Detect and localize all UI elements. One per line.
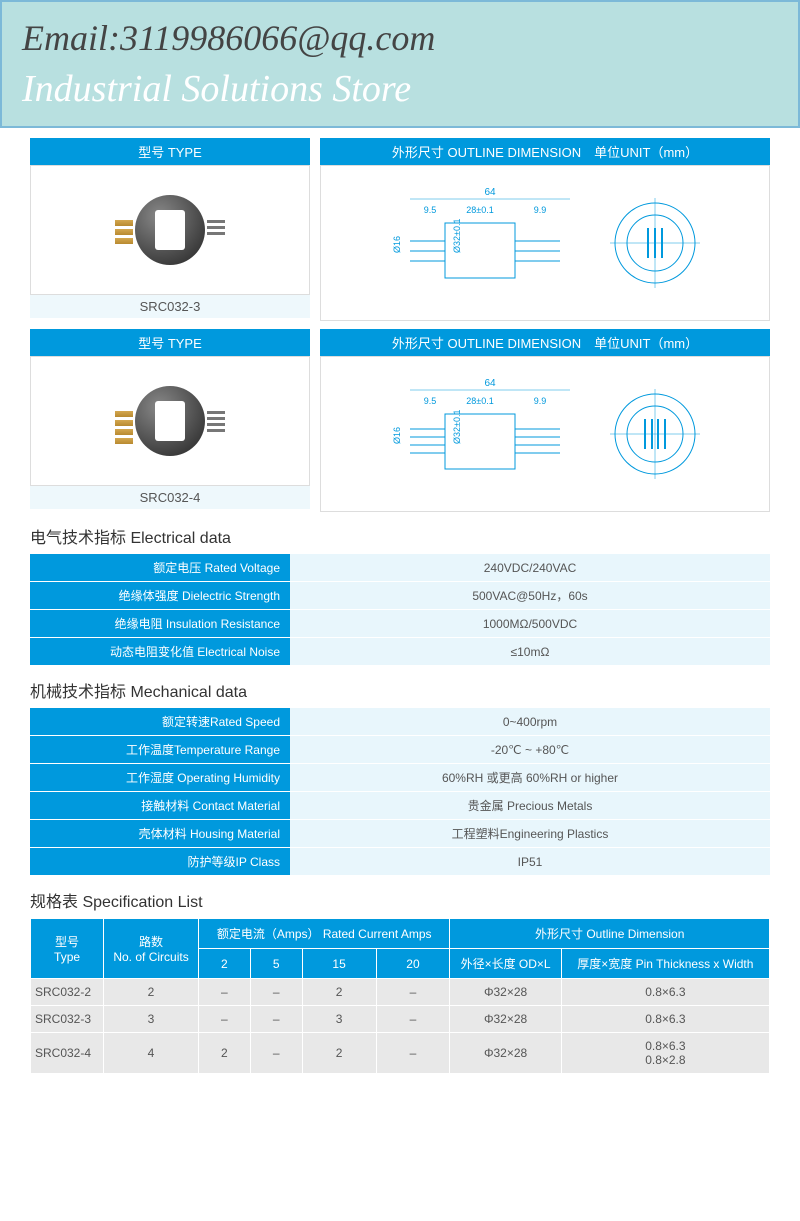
banner-email: Email:3119986066@qq.com — [22, 17, 778, 59]
product-model-2: SRC032-4 — [30, 486, 310, 509]
product-row-1: 型号 TYPE SRC032-3 外形尺寸 OUTLINE DIMENSION … — [30, 138, 770, 321]
table-row: 防护等级IP ClassIP51 — [30, 848, 770, 876]
dim-total: 64 — [484, 187, 496, 198]
spec-th-dim: 外形尺寸 Outline Dimension — [450, 919, 770, 949]
svg-text:28±0.1: 28±0.1 — [466, 205, 493, 215]
content: 型号 TYPE SRC032-3 外形尺寸 OUTLINE DIMENSION … — [0, 128, 800, 1084]
spec-row: SRC032-4 4 2–2– Φ32×280.8×6.3 0.8×2.8 — [31, 1033, 770, 1074]
banner-store: Industrial Solutions Store — [22, 67, 778, 111]
svg-text:Ø16: Ø16 — [392, 427, 402, 444]
spec-table: 型号 Type 路数 No. of Circuits 额定电流（Amps） Ra… — [30, 918, 770, 1074]
table-row: 绝缘体强度 Dielectric Strength500VAC@50Hz，60s — [30, 582, 770, 610]
table-row: 壳体材料 Housing Material工程塑料Engineering Pla… — [30, 820, 770, 848]
table-row: 接触材料 Contact Material贵金属 Precious Metals — [30, 792, 770, 820]
svg-text:9.5: 9.5 — [424, 205, 437, 215]
dimension-drawing-2: 64 9.5 28±0.1 9.9 Ø16 Ø32±0.1 — [320, 356, 770, 512]
svg-text:9.9: 9.9 — [534, 205, 547, 215]
dimension-drawing-1: 64 9.5 28±0.1 9.9 Ø16 Ø32±0.1 — [320, 165, 770, 321]
table-row: 绝缘电阻 Insulation Resistance1000MΩ/500VDC — [30, 610, 770, 638]
table-row: 额定转速Rated Speed0~400rpm — [30, 708, 770, 736]
svg-text:Ø16: Ø16 — [392, 236, 402, 253]
product-image-2 — [30, 356, 310, 486]
svg-text:9.5: 9.5 — [424, 396, 437, 406]
mechanical-table: 额定转速Rated Speed0~400rpm 工作温度Temperature … — [30, 708, 770, 876]
mechanical-title: 机械技术指标 Mechanical data — [30, 678, 770, 702]
table-row: 动态电阻变化值 Electrical Noise≤10mΩ — [30, 638, 770, 666]
type-header: 型号 TYPE — [30, 138, 310, 165]
dim-header-1: 外形尺寸 OUTLINE DIMENSION 单位UNIT（mm） — [320, 138, 770, 165]
spec-th-type: 型号 Type — [31, 919, 104, 979]
dim-header-2: 外形尺寸 OUTLINE DIMENSION 单位UNIT（mm） — [320, 329, 770, 356]
svg-text:Ø32±0.1: Ø32±0.1 — [452, 219, 462, 253]
table-row: 额定电压 Rated Voltage240VDC/240VAC — [30, 554, 770, 582]
svg-text:64: 64 — [484, 378, 496, 389]
svg-text:28±0.1: 28±0.1 — [466, 396, 493, 406]
product-model-1: SRC032-3 — [30, 295, 310, 318]
spec-th-amps: 额定电流（Amps） Rated Current Amps — [198, 919, 449, 949]
spec-title: 规格表 Specification List — [30, 888, 770, 912]
type-header-2: 型号 TYPE — [30, 329, 310, 356]
spec-th-circuits: 路数 No. of Circuits — [104, 919, 199, 979]
spec-row: SRC032-2 2 ––2– Φ32×280.8×6.3 — [31, 979, 770, 1006]
electrical-table: 额定电压 Rated Voltage240VDC/240VAC 绝缘体强度 Di… — [30, 554, 770, 666]
product-image-1 — [30, 165, 310, 295]
svg-text:9.9: 9.9 — [534, 396, 547, 406]
svg-text:Ø32±0.1: Ø32±0.1 — [452, 410, 462, 444]
banner: Email:3119986066@qq.com Industrial Solut… — [0, 0, 800, 128]
table-row: 工作温度Temperature Range-20℃ ~ +80℃ — [30, 736, 770, 764]
product-row-2: 型号 TYPE SRC032-4 外形尺寸 OUTLINE DIMENSION … — [30, 329, 770, 512]
spec-row: SRC032-3 3 ––3– Φ32×280.8×6.3 — [31, 1006, 770, 1033]
table-row: 工作湿度 Operating Humidity60%RH 或更高 60%RH o… — [30, 764, 770, 792]
electrical-title: 电气技术指标 Electrical data — [30, 524, 770, 548]
